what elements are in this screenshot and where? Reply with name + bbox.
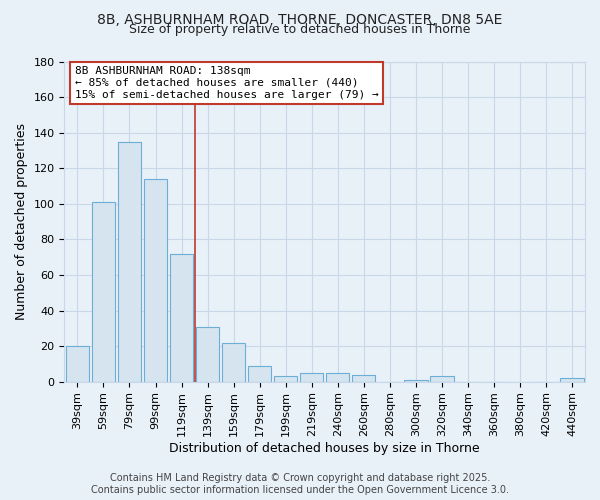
Bar <box>118 142 141 382</box>
Bar <box>92 202 115 382</box>
Bar <box>222 342 245 382</box>
Bar <box>404 380 428 382</box>
Bar <box>430 376 454 382</box>
Bar <box>274 376 298 382</box>
Bar <box>66 346 89 382</box>
Bar <box>170 254 193 382</box>
Bar <box>248 366 271 382</box>
Text: 8B ASHBURNHAM ROAD: 138sqm
← 85% of detached houses are smaller (440)
15% of sem: 8B ASHBURNHAM ROAD: 138sqm ← 85% of deta… <box>75 66 379 100</box>
Bar <box>326 373 349 382</box>
Bar <box>560 378 584 382</box>
Y-axis label: Number of detached properties: Number of detached properties <box>15 123 28 320</box>
Text: 8B, ASHBURNHAM ROAD, THORNE, DONCASTER, DN8 5AE: 8B, ASHBURNHAM ROAD, THORNE, DONCASTER, … <box>97 12 503 26</box>
Bar <box>352 374 376 382</box>
Bar <box>144 179 167 382</box>
Bar <box>300 373 323 382</box>
Text: Size of property relative to detached houses in Thorne: Size of property relative to detached ho… <box>130 22 470 36</box>
Text: Contains HM Land Registry data © Crown copyright and database right 2025.
Contai: Contains HM Land Registry data © Crown c… <box>91 474 509 495</box>
X-axis label: Distribution of detached houses by size in Thorne: Distribution of detached houses by size … <box>169 442 480 455</box>
Bar <box>196 326 219 382</box>
